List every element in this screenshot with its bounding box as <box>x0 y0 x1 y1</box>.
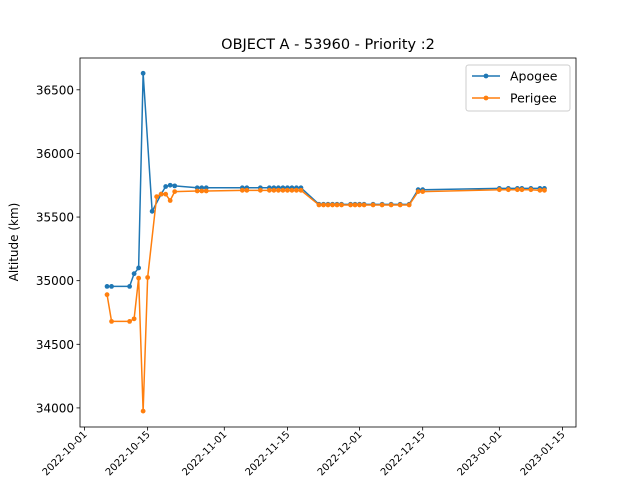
apogee-point <box>163 184 169 189</box>
y-tick-label: 36500 <box>36 83 74 97</box>
perigee-point <box>298 187 304 193</box>
chart-title: OBJECT A - 53960 - Priority :2 <box>221 37 435 53</box>
perigee-point <box>136 275 142 281</box>
perigee-legend-marker <box>483 95 489 101</box>
perigee-point <box>289 187 295 193</box>
axes-frame <box>79 57 577 428</box>
perigee-point <box>285 187 290 193</box>
perigee-point <box>145 275 151 280</box>
perigee-point <box>127 318 132 324</box>
perigee-point <box>239 187 245 193</box>
y-tick-label: 35000 <box>36 274 74 288</box>
perigee-point <box>379 202 385 208</box>
y-tick-label: 35500 <box>36 211 74 225</box>
perigee-point <box>266 187 272 193</box>
perigee-point <box>537 187 543 193</box>
perigee-point <box>420 189 426 195</box>
perigee-point <box>542 187 547 193</box>
perigee-point <box>357 202 362 208</box>
perigee-point <box>131 316 137 322</box>
apogee-point <box>127 284 132 289</box>
apogee-point <box>140 70 146 76</box>
perigee-point <box>325 202 331 208</box>
apogee-point <box>131 271 137 277</box>
perigee-point <box>276 187 281 193</box>
apogee-point <box>149 208 155 214</box>
perigee-point <box>348 202 353 208</box>
y-axis-label: Altitude (km) <box>7 203 21 282</box>
perigee-point <box>257 187 263 193</box>
perigee-point <box>496 187 502 193</box>
perigee-point <box>154 194 160 200</box>
perigee-point <box>109 318 114 324</box>
perigee-point <box>397 202 403 208</box>
perigee-point <box>172 189 178 195</box>
perigee-point <box>321 202 326 208</box>
perigee-point <box>167 198 173 203</box>
perigee-point <box>415 189 421 195</box>
perigee-point <box>528 187 534 193</box>
perigee-point <box>519 187 525 193</box>
apogee-legend-label: Apogee <box>510 69 558 84</box>
perigee-point <box>406 202 412 208</box>
y-tick-label: 34500 <box>36 338 74 352</box>
apogee-point <box>104 284 110 289</box>
perigee-point <box>330 202 335 208</box>
perigee-point <box>361 202 367 208</box>
apogee-legend-marker <box>483 73 489 79</box>
perigee-point <box>158 191 164 197</box>
perigee-point <box>163 191 169 197</box>
perigee-point <box>352 202 358 208</box>
perigee-point <box>370 202 376 208</box>
perigee-point <box>294 187 299 193</box>
y-tick-label: 34000 <box>36 401 74 415</box>
perigee-point <box>505 187 511 193</box>
perigee-point <box>199 188 205 194</box>
apogee-point <box>109 284 114 289</box>
legend: Apogee Perigee <box>465 64 571 112</box>
perigee-point <box>194 188 200 194</box>
perigee-point <box>316 202 322 208</box>
perigee-point <box>104 292 110 298</box>
perigee-point <box>388 202 394 208</box>
perigee-point <box>140 408 146 414</box>
perigee-point <box>339 202 344 208</box>
y-tick-label: 36000 <box>36 147 74 161</box>
perigee-point <box>271 187 277 193</box>
perigee-point <box>203 188 209 194</box>
apogee-point <box>172 183 178 189</box>
apogee-point <box>136 265 142 271</box>
perigee-point <box>244 187 250 193</box>
perigee-point <box>334 202 340 208</box>
apogee-point <box>167 182 173 188</box>
perigee-legend-label: Perigee <box>510 91 557 106</box>
perigee-point <box>280 187 286 193</box>
perigee-point <box>514 187 520 193</box>
